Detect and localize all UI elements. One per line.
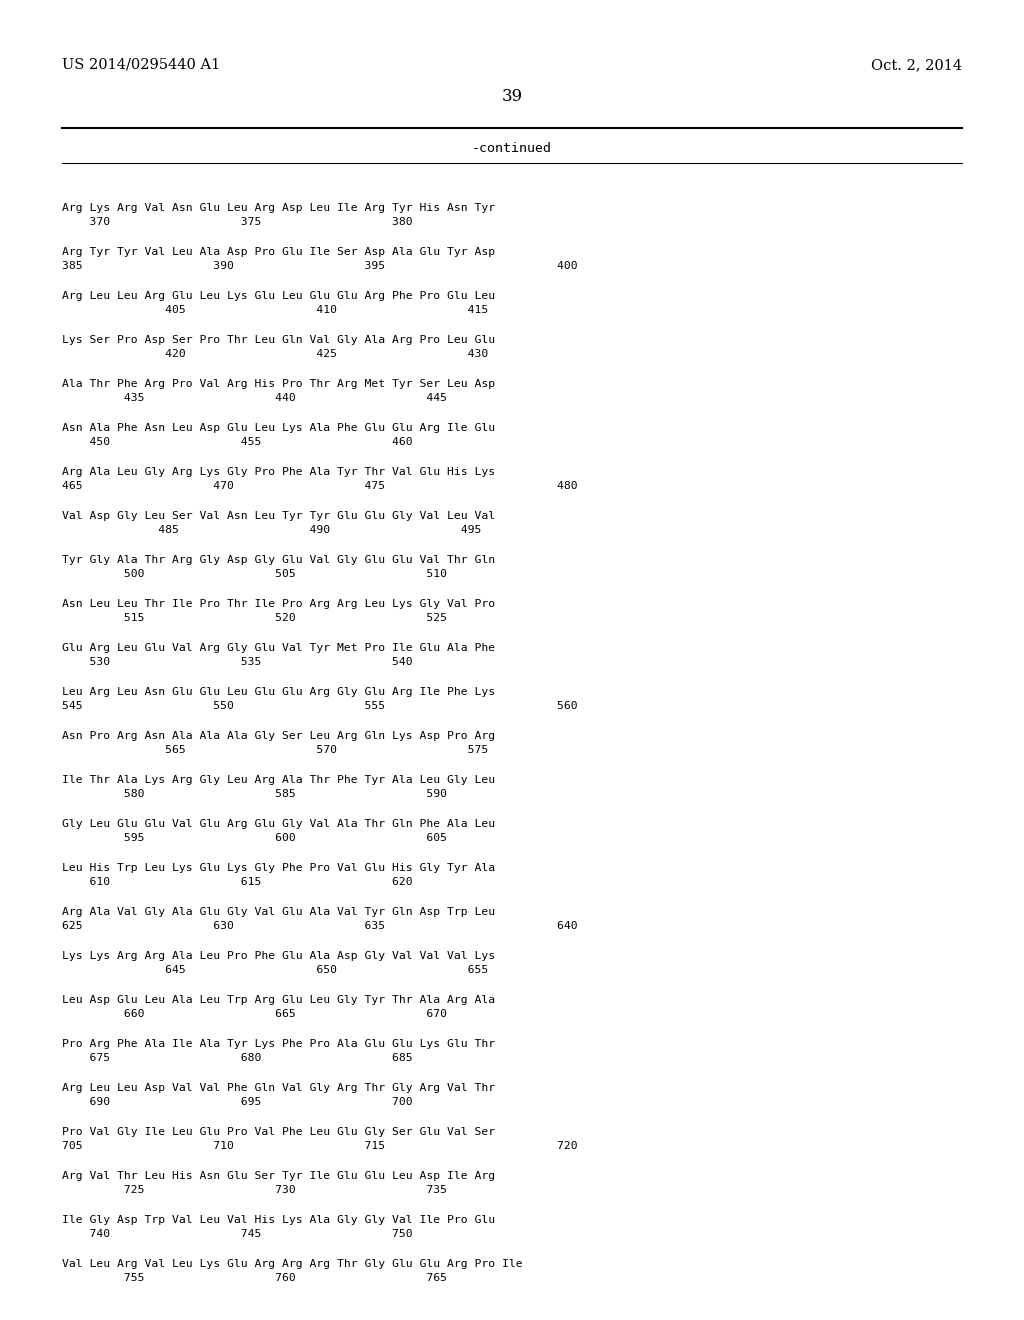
Text: Ile Gly Asp Trp Val Leu Val His Lys Ala Gly Gly Val Ile Pro Glu: Ile Gly Asp Trp Val Leu Val His Lys Ala … bbox=[62, 1214, 496, 1225]
Text: Oct. 2, 2014: Oct. 2, 2014 bbox=[870, 58, 962, 73]
Text: 39: 39 bbox=[502, 88, 522, 106]
Text: Asn Pro Arg Asn Ala Ala Ala Gly Ser Leu Arg Gln Lys Asp Pro Arg: Asn Pro Arg Asn Ala Ala Ala Gly Ser Leu … bbox=[62, 731, 496, 741]
Text: 530                   535                   540: 530 535 540 bbox=[62, 657, 413, 667]
Text: 370                   375                   380: 370 375 380 bbox=[62, 216, 413, 227]
Text: 645                   650                   655: 645 650 655 bbox=[62, 965, 488, 975]
Text: Val Leu Arg Val Leu Lys Glu Arg Arg Arg Thr Gly Glu Glu Arg Pro Ile: Val Leu Arg Val Leu Lys Glu Arg Arg Arg … bbox=[62, 1259, 522, 1269]
Text: 545                   550                   555                         560: 545 550 555 560 bbox=[62, 701, 578, 711]
Text: 705                   710                   715                         720: 705 710 715 720 bbox=[62, 1140, 578, 1151]
Text: Gly Leu Glu Glu Val Glu Arg Glu Gly Val Ala Thr Gln Phe Ala Leu: Gly Leu Glu Glu Val Glu Arg Glu Gly Val … bbox=[62, 818, 496, 829]
Text: Lys Lys Arg Arg Ala Leu Pro Phe Glu Ala Asp Gly Val Val Val Lys: Lys Lys Arg Arg Ala Leu Pro Phe Glu Ala … bbox=[62, 950, 496, 961]
Text: 755                   760                   765: 755 760 765 bbox=[62, 1272, 447, 1283]
Text: Arg Val Thr Leu His Asn Glu Ser Tyr Ile Glu Glu Leu Asp Ile Arg: Arg Val Thr Leu His Asn Glu Ser Tyr Ile … bbox=[62, 1171, 496, 1181]
Text: US 2014/0295440 A1: US 2014/0295440 A1 bbox=[62, 58, 220, 73]
Text: Lys Ser Pro Asp Ser Pro Thr Leu Gln Val Gly Ala Arg Pro Leu Glu: Lys Ser Pro Asp Ser Pro Thr Leu Gln Val … bbox=[62, 335, 496, 345]
Text: Glu Arg Leu Glu Val Arg Gly Glu Val Tyr Met Pro Ile Glu Ala Phe: Glu Arg Leu Glu Val Arg Gly Glu Val Tyr … bbox=[62, 643, 496, 653]
Text: 500                   505                   510: 500 505 510 bbox=[62, 569, 447, 579]
Text: Asn Ala Phe Asn Leu Asp Glu Leu Lys Ala Phe Glu Glu Arg Ile Glu: Asn Ala Phe Asn Leu Asp Glu Leu Lys Ala … bbox=[62, 422, 496, 433]
Text: 435                   440                   445: 435 440 445 bbox=[62, 393, 447, 403]
Text: 610                   615                   620: 610 615 620 bbox=[62, 876, 413, 887]
Text: 515                   520                   525: 515 520 525 bbox=[62, 612, 447, 623]
Text: Ala Thr Phe Arg Pro Val Arg His Pro Thr Arg Met Tyr Ser Leu Asp: Ala Thr Phe Arg Pro Val Arg His Pro Thr … bbox=[62, 379, 496, 389]
Text: 660                   665                   670: 660 665 670 bbox=[62, 1008, 447, 1019]
Text: 625                   630                   635                         640: 625 630 635 640 bbox=[62, 921, 578, 931]
Text: Leu Arg Leu Asn Glu Glu Leu Glu Glu Arg Gly Glu Arg Ile Phe Lys: Leu Arg Leu Asn Glu Glu Leu Glu Glu Arg … bbox=[62, 686, 496, 697]
Text: 675                   680                   685: 675 680 685 bbox=[62, 1053, 413, 1063]
Text: Leu His Trp Leu Lys Glu Lys Gly Phe Pro Val Glu His Gly Tyr Ala: Leu His Trp Leu Lys Glu Lys Gly Phe Pro … bbox=[62, 863, 496, 873]
Text: 740                   745                   750: 740 745 750 bbox=[62, 1229, 413, 1239]
Text: 580                   585                   590: 580 585 590 bbox=[62, 789, 447, 799]
Text: 565                   570                   575: 565 570 575 bbox=[62, 744, 488, 755]
Text: Arg Leu Leu Asp Val Val Phe Gln Val Gly Arg Thr Gly Arg Val Thr: Arg Leu Leu Asp Val Val Phe Gln Val Gly … bbox=[62, 1082, 496, 1093]
Text: Pro Val Gly Ile Leu Glu Pro Val Phe Leu Glu Gly Ser Glu Val Ser: Pro Val Gly Ile Leu Glu Pro Val Phe Leu … bbox=[62, 1127, 496, 1137]
Text: 465                   470                   475                         480: 465 470 475 480 bbox=[62, 480, 578, 491]
Text: 485                   490                   495: 485 490 495 bbox=[62, 525, 481, 535]
Text: 725                   730                   735: 725 730 735 bbox=[62, 1185, 447, 1195]
Text: Arg Leu Leu Arg Glu Leu Lys Glu Leu Glu Glu Arg Phe Pro Glu Leu: Arg Leu Leu Arg Glu Leu Lys Glu Leu Glu … bbox=[62, 290, 496, 301]
Text: Arg Ala Leu Gly Arg Lys Gly Pro Phe Ala Tyr Thr Val Glu His Lys: Arg Ala Leu Gly Arg Lys Gly Pro Phe Ala … bbox=[62, 467, 496, 477]
Text: Leu Asp Glu Leu Ala Leu Trp Arg Glu Leu Gly Tyr Thr Ala Arg Ala: Leu Asp Glu Leu Ala Leu Trp Arg Glu Leu … bbox=[62, 995, 496, 1005]
Text: Arg Ala Val Gly Ala Glu Gly Val Glu Ala Val Tyr Gln Asp Trp Leu: Arg Ala Val Gly Ala Glu Gly Val Glu Ala … bbox=[62, 907, 496, 917]
Text: 595                   600                   605: 595 600 605 bbox=[62, 833, 447, 843]
Text: Arg Tyr Tyr Val Leu Ala Asp Pro Glu Ile Ser Asp Ala Glu Tyr Asp: Arg Tyr Tyr Val Leu Ala Asp Pro Glu Ile … bbox=[62, 247, 496, 257]
Text: 405                   410                   415: 405 410 415 bbox=[62, 305, 488, 315]
Text: 420                   425                   430: 420 425 430 bbox=[62, 348, 488, 359]
Text: Ile Thr Ala Lys Arg Gly Leu Arg Ala Thr Phe Tyr Ala Leu Gly Leu: Ile Thr Ala Lys Arg Gly Leu Arg Ala Thr … bbox=[62, 775, 496, 785]
Text: Asn Leu Leu Thr Ile Pro Thr Ile Pro Arg Arg Leu Lys Gly Val Pro: Asn Leu Leu Thr Ile Pro Thr Ile Pro Arg … bbox=[62, 599, 496, 609]
Text: Pro Arg Phe Ala Ile Ala Tyr Lys Phe Pro Ala Glu Glu Lys Glu Thr: Pro Arg Phe Ala Ile Ala Tyr Lys Phe Pro … bbox=[62, 1039, 496, 1049]
Text: 690                   695                   700: 690 695 700 bbox=[62, 1097, 413, 1107]
Text: 450                   455                   460: 450 455 460 bbox=[62, 437, 413, 447]
Text: -continued: -continued bbox=[472, 143, 552, 154]
Text: 385                   390                   395                         400: 385 390 395 400 bbox=[62, 261, 578, 271]
Text: Val Asp Gly Leu Ser Val Asn Leu Tyr Tyr Glu Glu Gly Val Leu Val: Val Asp Gly Leu Ser Val Asn Leu Tyr Tyr … bbox=[62, 511, 496, 521]
Text: Arg Lys Arg Val Asn Glu Leu Arg Asp Leu Ile Arg Tyr His Asn Tyr: Arg Lys Arg Val Asn Glu Leu Arg Asp Leu … bbox=[62, 203, 496, 213]
Text: Tyr Gly Ala Thr Arg Gly Asp Gly Glu Val Gly Glu Glu Val Thr Gln: Tyr Gly Ala Thr Arg Gly Asp Gly Glu Val … bbox=[62, 554, 496, 565]
